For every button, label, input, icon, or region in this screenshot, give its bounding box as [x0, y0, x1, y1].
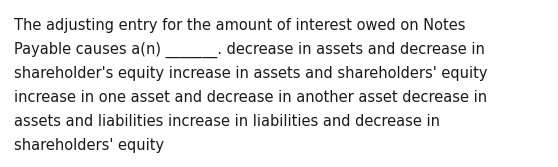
Text: The adjusting entry for the amount of interest owed on Notes: The adjusting entry for the amount of in…: [14, 18, 465, 33]
Text: Payable causes a(n) _______. decrease in assets and decrease in: Payable causes a(n) _______. decrease in…: [14, 42, 485, 58]
Text: shareholder's equity increase in assets and shareholders' equity: shareholder's equity increase in assets …: [14, 66, 488, 81]
Text: increase in one asset and decrease in another asset decrease in: increase in one asset and decrease in an…: [14, 90, 487, 105]
Text: assets and liabilities increase in liabilities and decrease in: assets and liabilities increase in liabi…: [14, 114, 440, 129]
Text: shareholders' equity: shareholders' equity: [14, 138, 164, 153]
